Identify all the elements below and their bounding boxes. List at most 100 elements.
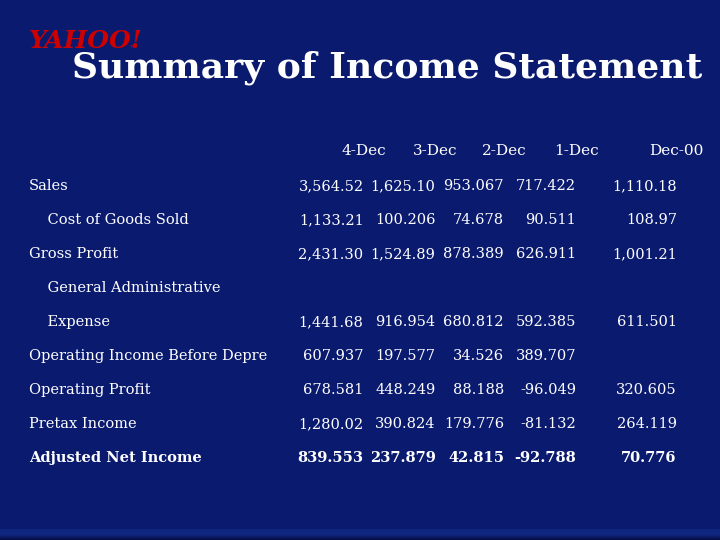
Text: YAHOO!: YAHOO!	[29, 29, 143, 52]
Bar	[0, 534, 720, 539]
Text: 1,524.89: 1,524.89	[371, 247, 436, 261]
Text: 1,133.21: 1,133.21	[299, 213, 364, 227]
Bar	[0, 534, 720, 539]
Text: 839.553: 839.553	[297, 451, 364, 465]
Text: 678.581: 678.581	[303, 383, 364, 397]
Bar	[0, 532, 720, 538]
Bar	[0, 530, 720, 536]
Text: 320.605: 320.605	[616, 383, 677, 397]
Text: 179.776: 179.776	[444, 417, 504, 431]
Text: 34.526: 34.526	[453, 349, 504, 363]
Text: Expense: Expense	[29, 315, 109, 329]
Bar	[0, 531, 720, 536]
Bar	[0, 534, 720, 539]
Bar	[0, 535, 720, 540]
Bar	[0, 532, 720, 538]
Bar	[0, 533, 720, 538]
Text: -81.132: -81.132	[521, 417, 576, 431]
Bar	[0, 535, 720, 540]
Text: 197.577: 197.577	[376, 349, 436, 363]
Bar	[0, 532, 720, 538]
Bar	[0, 530, 720, 535]
Bar	[0, 530, 720, 536]
Text: 3-Dec: 3-Dec	[413, 144, 458, 158]
Bar	[0, 533, 720, 538]
Bar	[0, 531, 720, 537]
Text: Sales: Sales	[29, 179, 68, 193]
Bar	[0, 532, 720, 538]
Bar	[0, 532, 720, 537]
Bar	[0, 532, 720, 537]
Bar	[0, 530, 720, 536]
Text: 953.067: 953.067	[444, 179, 504, 193]
Text: Summary of Income Statement: Summary of Income Statement	[72, 50, 702, 85]
Text: 264.119: 264.119	[617, 417, 677, 431]
Bar	[0, 530, 720, 535]
Text: Adjusted Net Income: Adjusted Net Income	[29, 451, 202, 465]
Bar	[0, 532, 720, 537]
Bar	[0, 534, 720, 539]
Bar	[0, 535, 720, 540]
Text: ™: ™	[128, 44, 138, 53]
Bar	[0, 532, 720, 538]
Bar	[0, 533, 720, 538]
Bar	[0, 531, 720, 536]
Bar	[0, 529, 720, 535]
Text: 74.678: 74.678	[453, 213, 504, 227]
Text: 237.879: 237.879	[370, 451, 436, 465]
Bar	[0, 532, 720, 538]
Bar	[0, 534, 720, 539]
Text: 90.511: 90.511	[526, 213, 576, 227]
Bar	[0, 530, 720, 535]
Text: 100.206: 100.206	[375, 213, 436, 227]
Bar	[0, 534, 720, 539]
Bar	[0, 534, 720, 539]
Text: 717.422: 717.422	[516, 179, 576, 193]
Bar	[0, 530, 720, 535]
Bar	[0, 531, 720, 536]
Text: 448.249: 448.249	[375, 383, 436, 397]
Bar	[0, 532, 720, 538]
Bar	[0, 530, 720, 535]
Text: 70.776: 70.776	[621, 451, 677, 465]
Bar	[0, 534, 720, 539]
Text: 390.824: 390.824	[375, 417, 436, 431]
Bar	[0, 535, 720, 540]
Text: Operating Income Before Depre: Operating Income Before Depre	[29, 349, 267, 363]
Bar	[0, 530, 720, 535]
Bar	[0, 532, 720, 537]
Bar	[0, 533, 720, 538]
Text: 626.911: 626.911	[516, 247, 576, 261]
Text: Gross Profit: Gross Profit	[29, 247, 118, 261]
Bar	[0, 531, 720, 537]
Bar	[0, 531, 720, 536]
Bar	[0, 531, 720, 537]
Bar	[0, 530, 720, 536]
Bar	[0, 535, 720, 540]
Bar	[0, 533, 720, 538]
Text: -96.049: -96.049	[520, 383, 576, 397]
Text: 1-Dec: 1-Dec	[554, 144, 598, 158]
Text: 389.707: 389.707	[516, 349, 576, 363]
Bar	[0, 530, 720, 536]
Bar	[0, 532, 720, 537]
Bar	[0, 529, 720, 535]
Text: 916.954: 916.954	[375, 315, 436, 329]
Bar	[0, 531, 720, 537]
Bar	[0, 531, 720, 536]
Text: 2,431.30: 2,431.30	[299, 247, 364, 261]
Text: 88.188: 88.188	[453, 383, 504, 397]
Bar	[0, 533, 720, 538]
Bar	[0, 534, 720, 539]
Bar	[0, 534, 720, 539]
Bar	[0, 531, 720, 536]
Bar	[0, 534, 720, 539]
Bar	[0, 531, 720, 537]
Bar	[0, 532, 720, 537]
Bar	[0, 532, 720, 538]
Bar	[0, 532, 720, 538]
Bar	[0, 531, 720, 537]
Bar	[0, 533, 720, 538]
Bar	[0, 532, 720, 537]
Bar	[0, 533, 720, 538]
